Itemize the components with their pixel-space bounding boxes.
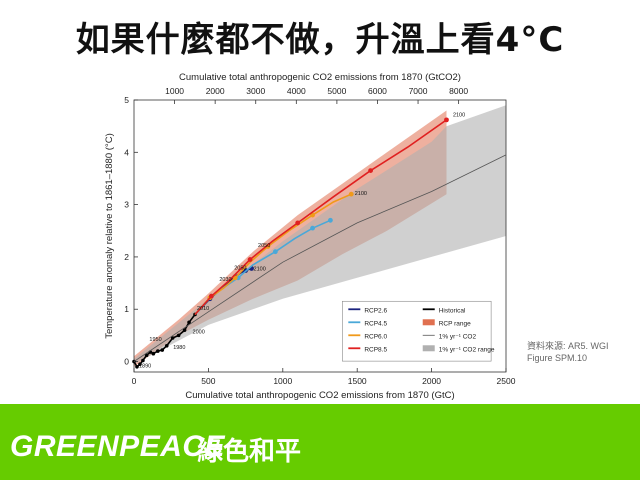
y-tick-label: 1 <box>124 304 129 314</box>
top-tick-label: 7000 <box>409 86 428 96</box>
x-tick-label: 1500 <box>348 376 367 386</box>
data-point-historical <box>138 362 142 366</box>
source-citation: 資料來源: AR5. WGI Figure SPM.10 <box>527 340 609 364</box>
year-label: 2000 <box>193 329 205 335</box>
year-label: 2100 <box>453 112 465 118</box>
x-tick-label: 500 <box>201 376 215 386</box>
legend-entry: RCP8.5 <box>364 346 387 353</box>
year-label: 2010 <box>197 306 209 312</box>
legend-entry: 1% yr⁻¹ CO2 <box>439 333 477 340</box>
data-point-historical <box>170 336 175 340</box>
top-tick-label: 2000 <box>206 86 225 96</box>
data-point-rcp6-0 <box>348 191 354 197</box>
year-label: 1890 <box>139 363 151 369</box>
series-line-rcp8-5 <box>194 119 447 316</box>
data-point-historical <box>187 320 191 325</box>
legend-entry: Historical <box>439 307 466 314</box>
legend-swatch <box>422 345 435 352</box>
data-point-rcp4-5 <box>272 249 278 255</box>
y-tick-label: 4 <box>124 147 129 157</box>
slide-title: 如果什麼都不做，升溫上看4°C <box>75 20 565 60</box>
top-axis-title: Cumulative total anthropogenic CO2 emiss… <box>179 72 461 83</box>
data-point-rcp8-5 <box>247 257 253 262</box>
data-point-rcp8-5 <box>444 117 449 123</box>
x-tick-label: 1000 <box>273 376 292 386</box>
series-line-1-yr-co2 <box>133 154 507 362</box>
data-point-historical <box>176 333 181 338</box>
data-point-rcp8-5 <box>295 220 301 226</box>
data-point-rcp4-5 <box>310 225 315 231</box>
y-axis-title: Temperature anomaly relative to 1861–188… <box>104 133 115 339</box>
series-line-rcp6-0 <box>194 193 352 316</box>
data-point-historical <box>135 364 139 369</box>
legend-entry: RCP range <box>439 320 471 327</box>
year-label: 2100 <box>254 267 266 273</box>
data-point-historical <box>164 344 169 348</box>
data-point-rcp4-5 <box>328 217 333 223</box>
greenpeace-chinese-name: 綠色和平 <box>197 437 302 467</box>
data-point-historical <box>160 348 165 352</box>
data-point-rcp8-5 <box>368 168 373 174</box>
top-tick-label: 3000 <box>246 86 265 96</box>
data-point-rcp8-5 <box>208 293 214 299</box>
source-line-1: 資料來源: AR5. WGI <box>527 341 609 351</box>
year-label: 2050 <box>234 266 246 272</box>
top-tick-label: 6000 <box>368 86 387 96</box>
data-point-historical <box>141 358 145 363</box>
data-point-historical <box>151 351 156 356</box>
y-tick-label: 3 <box>124 200 129 210</box>
data-point-historical <box>182 328 187 332</box>
year-label: 2050 <box>258 243 270 249</box>
temperature-vs-emissions-chart: 0 500 1000 1500 2000 2500 0 1 2 3 4 5 1000 2000 3000 40… <box>104 72 516 401</box>
source-line-2: Figure SPM.10 <box>527 353 588 363</box>
y-tick-label: 5 <box>124 95 129 105</box>
legend-entry: RCP6.0 <box>364 333 387 340</box>
legend-entry: RCP4.5 <box>364 320 387 327</box>
legend-entry: RCP2.6 <box>364 307 387 314</box>
top-tick-label: 5000 <box>327 86 346 96</box>
legend-box <box>342 300 492 362</box>
year-label: 1980 <box>173 345 185 351</box>
greenpeace-logo: GREENPEACE <box>10 430 226 463</box>
data-point-historical <box>144 353 149 358</box>
top-tick-label: 1000 <box>165 86 184 96</box>
y-tick-label: 2 <box>124 252 129 262</box>
plot-frame <box>133 99 507 373</box>
legend-swatch <box>422 319 435 326</box>
top-tick-label: 4000 <box>287 86 306 96</box>
data-point-historical <box>156 349 160 353</box>
top-tick-label: 8000 <box>449 86 468 96</box>
x-axis-title: Cumulative total anthropogenic CO2 emiss… <box>185 390 454 401</box>
x-tick-label: 2000 <box>422 376 441 386</box>
y-tick-label: 0 <box>124 357 129 367</box>
x-tick-label: 2500 <box>497 376 516 386</box>
year-label: 1950 <box>149 337 161 343</box>
footer-banner: GREENPEACE 綠色和平 <box>0 404 640 480</box>
x-tick-label: 0 <box>132 376 137 386</box>
legend-entry: 1% yr⁻¹ CO2 range <box>439 346 495 353</box>
year-label: 2030 <box>219 277 231 283</box>
year-label: 2100 <box>355 191 367 197</box>
